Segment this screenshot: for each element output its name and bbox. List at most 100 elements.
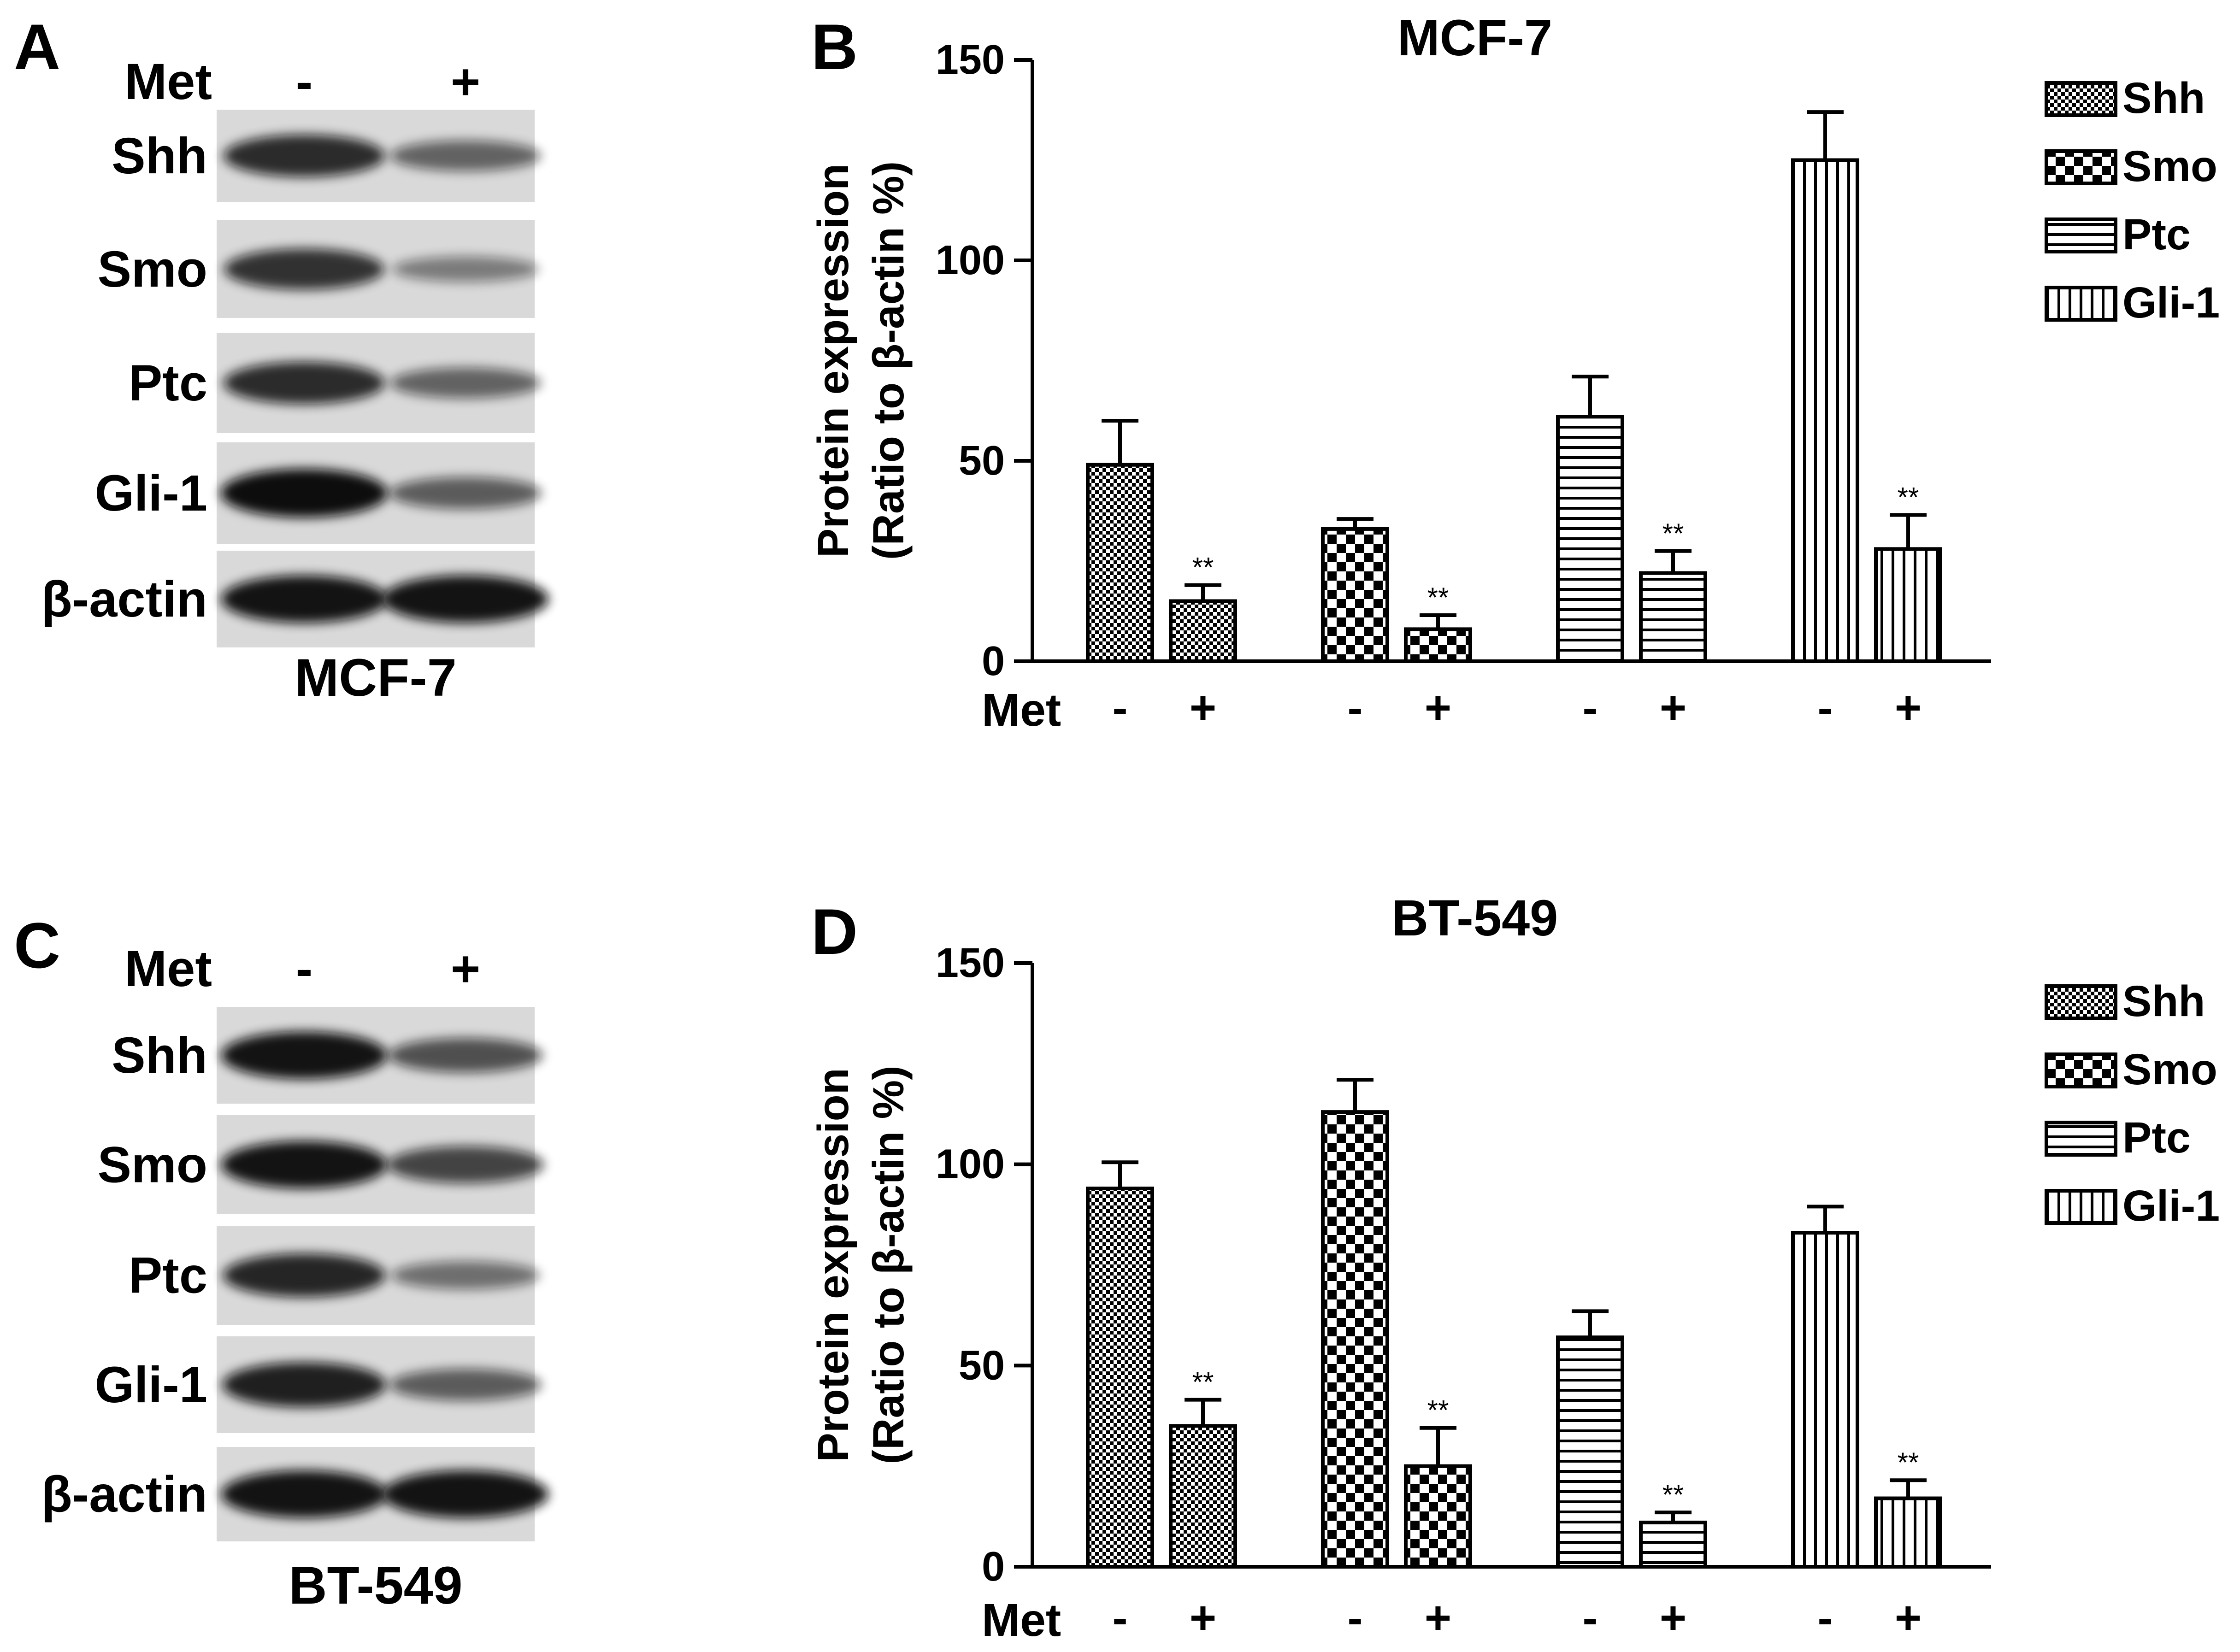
legend-label: Ptc: [2122, 1113, 2191, 1162]
y-tick-label: 100: [936, 237, 1005, 283]
blot-band: [390, 367, 541, 399]
blot-band: [221, 1141, 387, 1189]
legend-swatch: [2045, 149, 2117, 185]
x-tick-label: -: [1112, 1592, 1127, 1644]
bar-shh-plus: [1169, 599, 1237, 663]
treatment-label: Met: [125, 941, 212, 997]
significance-marker: **: [1427, 1395, 1449, 1426]
panel-letter-b: B: [811, 11, 858, 83]
bar-ptc-plus: [1639, 571, 1707, 663]
bar-gli1-plus: [1874, 1496, 1942, 1569]
blot-row-actin: β-actin: [41, 551, 548, 647]
legend-item-gli1: Gli-1: [2045, 278, 2220, 327]
significance-marker: **: [1898, 1447, 1919, 1478]
legend-item-shh: Shh: [2045, 977, 2205, 1026]
legend-swatch: [2045, 218, 2117, 253]
blot-band: [383, 1470, 548, 1518]
lane-label-minus: -: [296, 941, 313, 997]
blot-band: [224, 248, 384, 290]
blot-row-gli1: Gli-1: [95, 442, 542, 544]
x-tick-label: +: [1425, 682, 1451, 734]
blot-band: [389, 1369, 542, 1401]
band-label: Shh: [112, 128, 207, 184]
band-label: Smo: [98, 241, 207, 298]
significance-marker: **: [1898, 482, 1919, 512]
blot-band: [383, 575, 548, 623]
x-axis-label: Met: [982, 684, 1061, 736]
blot-row-smo: Smo: [98, 1115, 544, 1214]
significance-marker: **: [1192, 1367, 1214, 1398]
bar-shh-minus: [1086, 1187, 1154, 1569]
y-tick-label: 150: [936, 37, 1005, 83]
legend-label: Smo: [2122, 1045, 2217, 1094]
bar-ptc-minus: [1556, 415, 1624, 663]
bar-chart-mcf7: B MCF-7 0 50 100 150 Protein expression (Ratio …: [809, 10, 2220, 736]
x-tick-label: -: [1582, 1592, 1597, 1644]
legend-item-shh: Shh: [2045, 74, 2205, 123]
y-tick-label: 0: [982, 638, 1005, 684]
blot-band: [221, 575, 387, 623]
panel-letter-d: D: [811, 895, 858, 968]
chart-title: BT-549: [1392, 890, 1558, 947]
legend-label: Smo: [2122, 142, 2217, 191]
y-tick-label: 0: [982, 1544, 1005, 1590]
blot-row-actin: β-actin: [41, 1447, 548, 1541]
x-tick-label: -: [1817, 682, 1833, 734]
chart-legend: Shh Smo Ptc Gli-1: [2045, 74, 2220, 327]
legend-swatch: [2045, 1189, 2117, 1225]
bar-smo-minus: [1321, 527, 1389, 664]
blot-band: [221, 1470, 387, 1518]
legend-label: Gli-1: [2122, 278, 2220, 327]
cell-line-label: BT-549: [289, 1556, 462, 1615]
significance-marker: **: [1662, 1479, 1684, 1510]
legend-swatch: [2045, 286, 2117, 322]
western-blot-panel-a: A Met - + Shh Smo Ptc Gli-1 β-actin MCF-7: [14, 11, 548, 707]
significance-marker: **: [1427, 582, 1449, 613]
blot-row-shh: Shh: [112, 110, 541, 202]
x-tick-label: +: [1660, 682, 1686, 734]
legend-swatch: [2045, 984, 2117, 1020]
legend-item-smo: Smo: [2045, 142, 2217, 191]
legend-swatch: [2045, 1052, 2117, 1088]
lane-label-plus: +: [451, 53, 480, 110]
chart-legend: Shh Smo Ptc Gli-1: [2045, 977, 2220, 1230]
treatment-label: Met: [125, 53, 212, 110]
x-tick-label: -: [1582, 682, 1597, 734]
blot-band: [221, 1031, 387, 1079]
x-tick-label: +: [1190, 1592, 1216, 1644]
blot-row-ptc: Ptc: [129, 1226, 540, 1325]
bar-smo-minus: [1321, 1110, 1389, 1569]
band-label: Gli-1: [95, 465, 208, 522]
blot-band: [388, 1038, 543, 1073]
legend-swatch: [2045, 1121, 2117, 1157]
y-tick-label: 50: [959, 438, 1005, 484]
band-label: Shh: [112, 1027, 207, 1084]
band-label: Ptc: [129, 355, 207, 412]
blot-band: [220, 469, 388, 517]
blot-band: [224, 362, 385, 404]
blot-band: [392, 256, 539, 282]
bar-gli1-minus: [1791, 158, 1859, 663]
bar-smo-plus: [1404, 1464, 1472, 1569]
bar-gli1-minus: [1791, 1231, 1859, 1569]
band-label: β-actin: [41, 571, 207, 628]
band-label: Smo: [98, 1137, 207, 1193]
legend-item-gli1: Gli-1: [2045, 1182, 2220, 1230]
blot-band: [222, 1362, 386, 1407]
bar-gli1-plus: [1874, 547, 1942, 664]
y-axis-label-subtitle: (Ratio to β-actin %): [864, 161, 913, 560]
blot-row-gli1: Gli-1: [95, 1336, 542, 1433]
x-tick-label: -: [1817, 1592, 1833, 1644]
bar-ptc-plus: [1639, 1520, 1707, 1569]
legend-swatch: [2045, 81, 2117, 117]
blot-band: [224, 135, 385, 177]
blot-row-smo: Smo: [98, 220, 539, 318]
legend-label: Shh: [2122, 74, 2205, 123]
significance-marker: **: [1662, 518, 1684, 549]
cell-line-label: MCF-7: [295, 648, 456, 707]
blot-row-ptc: Ptc: [129, 333, 541, 433]
panel-letter-a: A: [14, 11, 60, 83]
legend-label: Shh: [2122, 977, 2205, 1026]
band-label: β-actin: [41, 1466, 207, 1523]
